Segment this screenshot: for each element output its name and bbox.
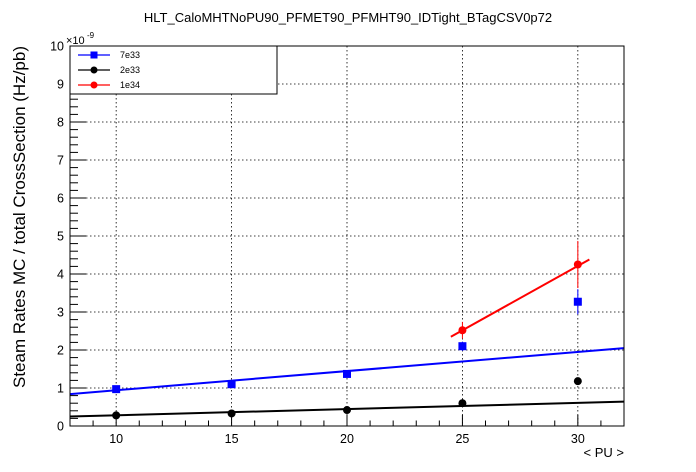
y-tick-label: 9 [57, 78, 64, 92]
fit-line-1e34 [450, 258, 590, 338]
x-tick-label: 25 [455, 432, 469, 446]
chart-title: HLT_CaloMHTNoPU90_PFMET90_PFMHT90_IDTigh… [144, 10, 552, 25]
data-point-2e33 [458, 399, 467, 408]
legend-marker-7e33 [90, 51, 98, 59]
data-point-2e33 [573, 377, 582, 386]
y-tick-label: 1 [57, 382, 64, 396]
legend-label-1e34: 1e34 [120, 80, 140, 90]
data-point-7e33 [573, 297, 582, 306]
grid [70, 46, 624, 426]
data-point-2e33 [227, 409, 236, 418]
y-tick-label: 10 [50, 40, 64, 54]
y-tick-label: 7 [57, 154, 64, 168]
y-axis-title: Steam Rates MC / total CrossSection (Hz/… [10, 46, 29, 388]
legend-label-2e33: 2e33 [120, 65, 140, 75]
data-markers [112, 260, 582, 420]
y-tick-label: 5 [57, 230, 64, 244]
data-point-7e33 [458, 342, 467, 351]
legend-marker-2e33 [90, 66, 98, 74]
data-point-1e34 [573, 260, 582, 269]
y-tick-label: 6 [57, 192, 64, 206]
data-point-7e33 [112, 385, 121, 394]
y-multiplier-exponent: -9 [87, 31, 95, 40]
y-tick-label: 0 [57, 420, 64, 434]
x-axis-title: < PU > [584, 445, 624, 460]
data-point-2e33 [343, 406, 351, 415]
data-point-7e33 [227, 380, 236, 389]
x-tick-label: 15 [225, 432, 239, 446]
x-tick-label: 20 [340, 432, 354, 446]
legend: 7e33 2e33 1e34 [69, 45, 278, 95]
x-tick-label: 30 [571, 432, 585, 446]
x-tick-label: 10 [109, 432, 123, 446]
y-tick-label: 4 [57, 268, 64, 282]
tick-labels: 10 15 20 25 30 0 1 2 3 4 5 6 7 8 9 10 [50, 40, 585, 447]
data-point-1e34 [458, 326, 467, 335]
data-point-7e33 [343, 369, 351, 378]
y-tick-label: 2 [57, 344, 64, 358]
y-multiplier-base: ×10 [66, 35, 85, 47]
y-tick-label: 8 [57, 116, 64, 130]
y-tick-label: 3 [57, 306, 64, 320]
legend-marker-1e34 [90, 81, 98, 89]
legend-label-7e33: 7e33 [120, 50, 140, 60]
